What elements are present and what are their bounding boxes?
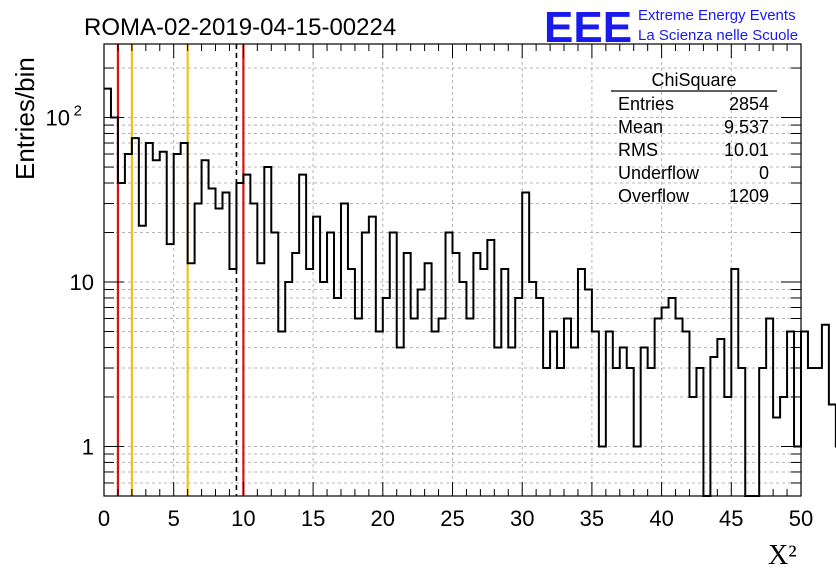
x-tick-label: 50 [789, 506, 813, 531]
x-tick-label: 20 [371, 506, 395, 531]
x-tick-label: 15 [301, 506, 325, 531]
axis-ticks [103, 44, 802, 496]
eee-logo-line1: Extreme Energy Events [638, 7, 796, 24]
y-tick-label: 10 [46, 106, 70, 131]
stats-mean-label: Mean [618, 117, 663, 137]
stats-rms-value: 10.01 [724, 140, 769, 160]
stats-underflow-label: Underflow [618, 163, 700, 183]
x-tick-label: 45 [719, 506, 743, 531]
eee-logo-line2: La Scienza nelle Scuole [638, 27, 798, 44]
x-tick-label: 10 [231, 506, 255, 531]
stats-underflow-value: 0 [759, 163, 769, 183]
stats-entries-label: Entries [618, 94, 674, 114]
x-tick-label: 35 [580, 506, 604, 531]
x-tick-label: 25 [440, 506, 464, 531]
y-tick-label: 10 [70, 270, 94, 295]
stats-mean-value: 9.537 [724, 117, 769, 137]
histogram [104, 87, 836, 497]
eee-logo: EEE Extreme Energy Events La Scienza nel… [544, 3, 798, 52]
stats-box: ChiSquare Entries 2854 Mean 9.537 RMS 10… [611, 70, 777, 206]
y-tick-label: 1 [82, 434, 94, 459]
x-tick-label: 40 [649, 506, 673, 531]
y-tick-label-exponent: 2 [74, 103, 82, 120]
x-tick-labels: 0 5 10 15 20 25 30 35 40 45 50 [98, 506, 813, 531]
y-axis-label: Entries/bin [10, 57, 40, 180]
histogram-line [104, 87, 836, 497]
stats-rms-label: RMS [618, 140, 658, 160]
stats-overflow-label: Overflow [618, 186, 690, 206]
stats-box-title: ChiSquare [651, 70, 736, 90]
eee-logo-mark: EEE [544, 3, 632, 52]
grid [104, 44, 801, 496]
x-tick-label: 0 [98, 506, 110, 531]
reference-lines [116, 44, 245, 496]
x-axis-label: X² [768, 540, 797, 571]
stats-entries-value: 2854 [729, 94, 769, 114]
chart-title: ROMA-02-2019-04-15-00224 [84, 14, 396, 41]
x-tick-label: 5 [168, 506, 180, 531]
stats-overflow-value: 1209 [729, 186, 769, 206]
x-tick-label: 30 [510, 506, 534, 531]
